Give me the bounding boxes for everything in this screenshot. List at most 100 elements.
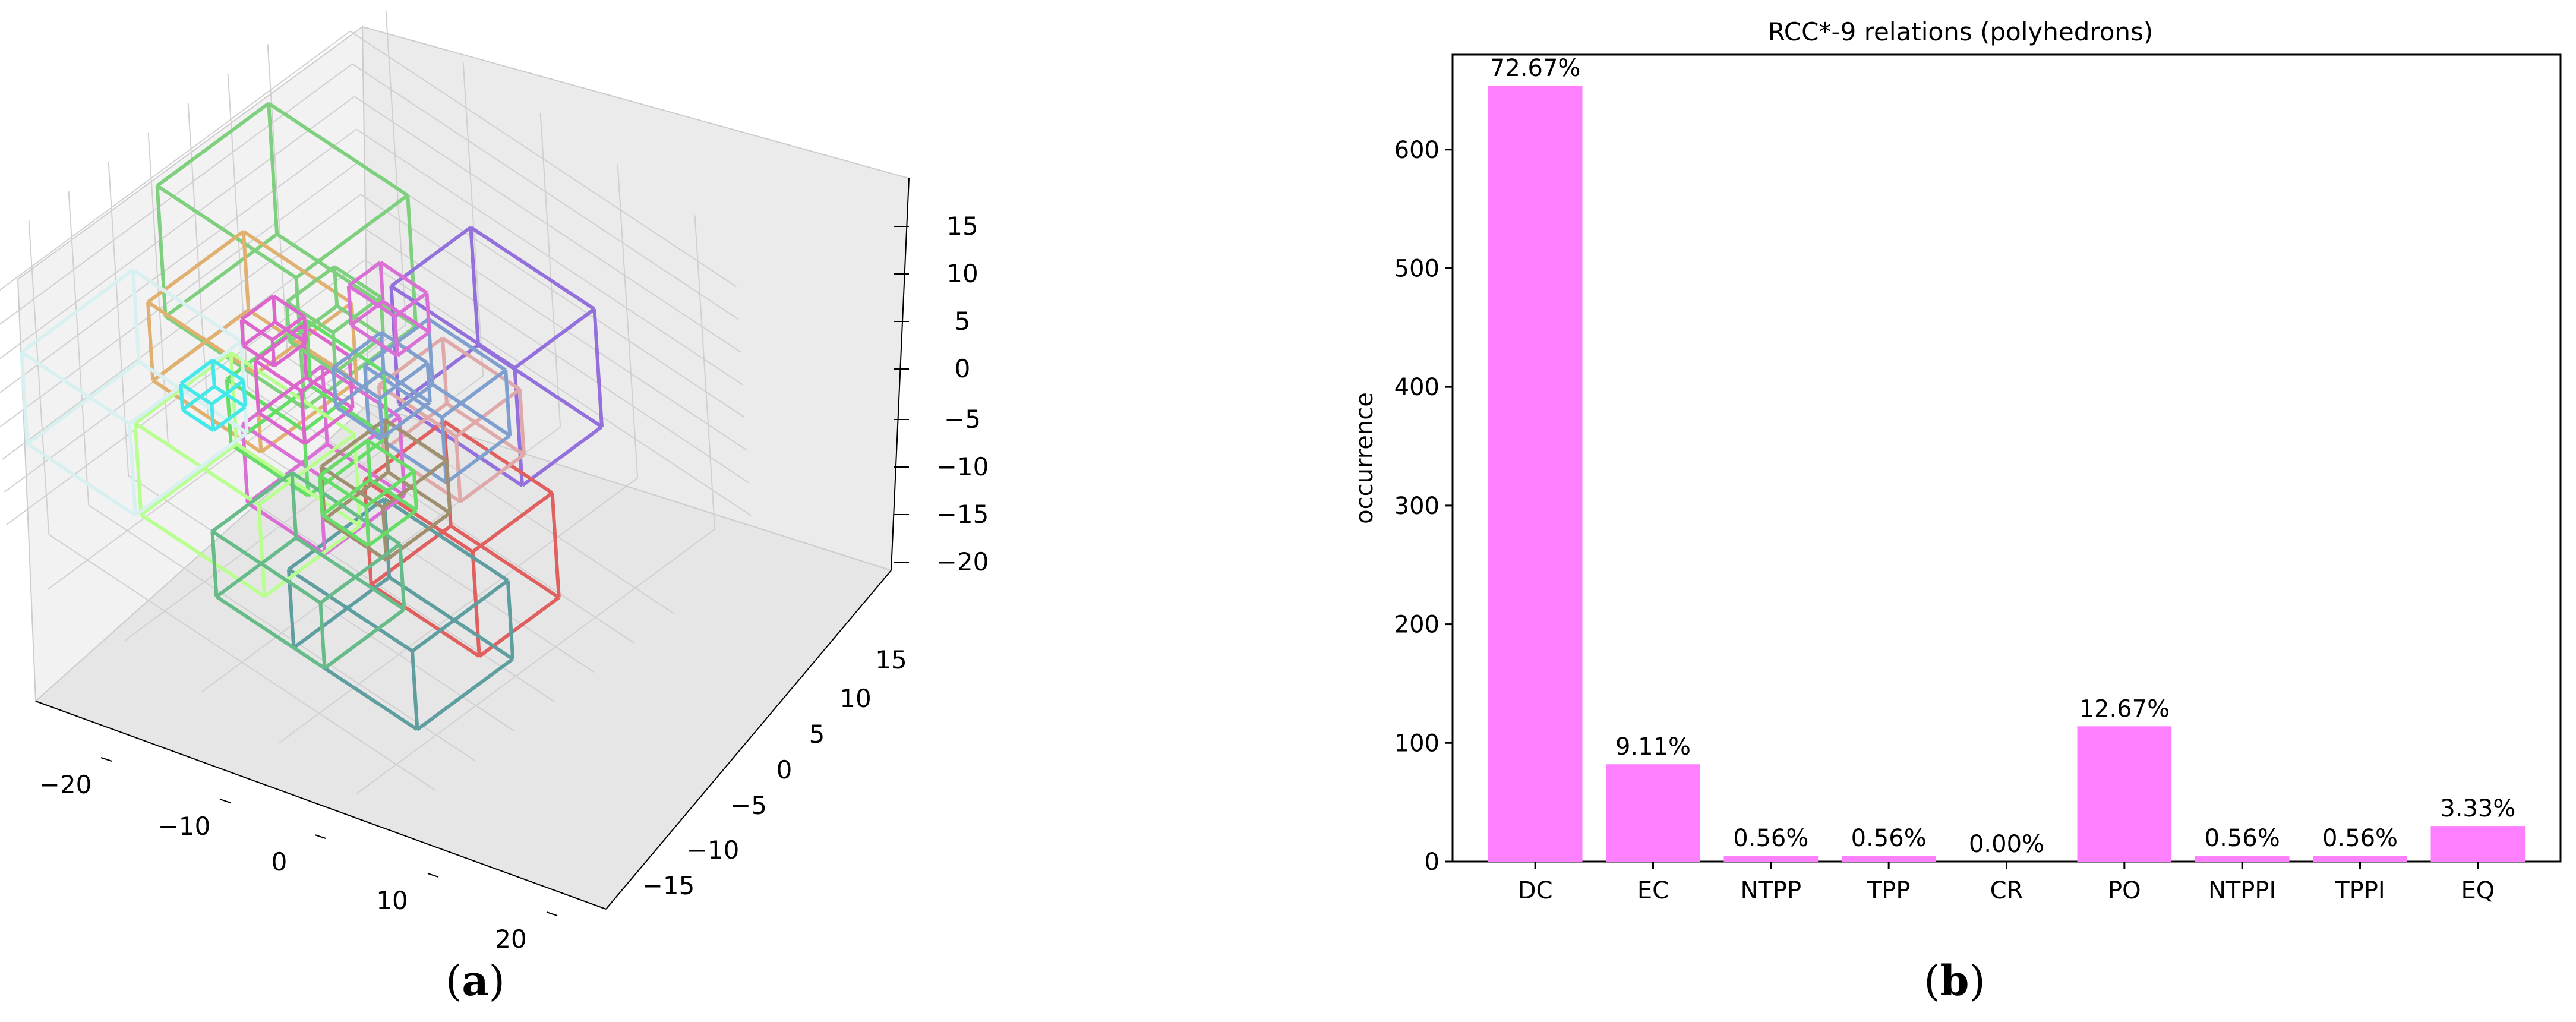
grid-line (28, 220, 50, 535)
y-tick-label: −10 (687, 835, 740, 865)
panel-a-3d-plot: −20−1001020−15−10−5051015151050−5−10−15−… (0, 11, 989, 1005)
bar-label-tpp: 0.56% (1851, 825, 1927, 852)
y-tick-label: 15 (875, 645, 907, 674)
y-tick-label: 600 (1394, 137, 1439, 164)
y-tick-label: 300 (1394, 493, 1439, 520)
chart-title: RCC*-9 relations (polyhedrons) (1768, 17, 2154, 46)
y-tick-label: 0 (1425, 848, 1439, 876)
x-tick-mark (219, 799, 231, 803)
grid-line (0, 30, 351, 291)
grid-line (349, 30, 737, 288)
z-tick-label: 0 (955, 354, 971, 383)
wireframe-box (133, 351, 362, 598)
grid-line (358, 161, 746, 418)
bars (1488, 85, 2526, 862)
x-tick-label-eq: EQ (2461, 877, 2495, 904)
bar-label-ntpp: 0.56% (1733, 825, 1808, 852)
wireframe-box (179, 358, 247, 432)
grid-line (88, 504, 475, 761)
y-tick-label: −5 (730, 791, 767, 820)
bar-tppi (2313, 856, 2407, 862)
bar-ntpp (1723, 856, 1819, 862)
x-tick-label-ntpp: NTPP (1741, 877, 1802, 904)
grid-line (356, 128, 743, 386)
grid-line (0, 161, 359, 427)
wireframe-box (332, 330, 432, 439)
bar-label-tppi: 0.56% (2322, 825, 2398, 852)
grid-line (68, 191, 90, 506)
grid-line (227, 73, 249, 388)
x-tick-label-ntppi: NTPPI (2208, 877, 2276, 904)
panel-b-bar-chart: RCC*-9 relations (polyhedrons) occurrenc… (1351, 17, 2562, 1005)
x-tick-label: −10 (158, 812, 211, 841)
y-ticks: 0 100 200 300 400 500 600 (1394, 137, 1453, 876)
grid-line (539, 113, 561, 427)
y-tick-label: 100 (1394, 730, 1439, 757)
grid-line (353, 96, 741, 353)
x-tick-label: 20 (495, 925, 526, 954)
y-axis-line (605, 570, 892, 910)
x-tick-label: −20 (39, 770, 92, 799)
y-tick-label: 400 (1394, 374, 1439, 401)
grid-line (147, 132, 169, 447)
y-tick-label: 500 (1394, 255, 1439, 282)
wireframe-box (239, 294, 308, 368)
grid-line (0, 96, 355, 359)
bar-dc (1488, 85, 1583, 862)
bar-po (2077, 726, 2172, 862)
y-tick-label: 5 (809, 720, 825, 749)
x-tick-mark (100, 757, 112, 762)
grid-line (362, 226, 750, 484)
wireframe-box (210, 471, 406, 670)
x-tick-mark (546, 911, 558, 916)
grid-line (267, 44, 289, 358)
z-tick-label: −10 (936, 452, 989, 481)
bar-eq (2430, 826, 2526, 862)
z-tick-label: 15 (946, 212, 978, 241)
bar-label-dc: 72.67% (1490, 55, 1581, 82)
grid-line (108, 162, 130, 476)
y-tick-label: 200 (1394, 611, 1439, 639)
bar-label-ntppi: 0.56% (2205, 825, 2280, 852)
z-axis-line (891, 178, 910, 571)
x-tick-label: 10 (376, 886, 408, 915)
y-tick-label: 10 (839, 684, 871, 713)
grid-line (352, 63, 739, 320)
bar-label-ec: 9.11% (1615, 733, 1691, 761)
grid-line (247, 387, 634, 644)
bar-label-po: 12.67% (2079, 695, 2170, 723)
panel-b-caption: (b) (1924, 956, 1985, 1005)
wireframe-box (346, 260, 431, 358)
grid-line (47, 324, 406, 590)
bar-tpp (1841, 856, 1936, 862)
grid-line (48, 534, 435, 791)
x-tick-label-ec: EC (1637, 877, 1669, 904)
wireframe-box (318, 439, 418, 547)
z-tick-label: −15 (936, 500, 989, 529)
x-tick-label: 0 (272, 847, 288, 876)
bar-label-eq: 3.33% (2440, 795, 2515, 822)
y-axis-label: occurrence (1351, 392, 1378, 524)
grid-line (0, 128, 357, 394)
bar-ntppi (2195, 856, 2290, 862)
grid-line (694, 215, 716, 529)
x-tick-label-cr: CR (1990, 877, 2023, 904)
bar-value-labels: 72.67% 9.11% 0.56% 0.56% 0.00% 12.67% 0.56% 0.5… (1490, 55, 2515, 858)
y-tick-label: −15 (642, 871, 695, 900)
z-tick-label: −20 (936, 547, 989, 576)
x-tick-label-po: PO (2108, 877, 2141, 904)
x-tick-label-tppi: TPPI (2334, 877, 2385, 904)
panel-a-caption: (a) (446, 956, 505, 1005)
y-tick-label: 0 (776, 755, 793, 784)
x-tick-label-dc: DC (1518, 877, 1553, 904)
wireframe-boxes (20, 102, 604, 731)
bar-label-cr: 0.00% (1969, 831, 2044, 858)
grid-line (385, 11, 407, 325)
z-tick-label: 10 (946, 259, 978, 288)
grid-line (279, 477, 638, 743)
x-tick-mark (427, 873, 439, 878)
z-tick-label: 5 (955, 307, 971, 336)
grid-line (617, 164, 639, 478)
x-axis-line (35, 701, 607, 910)
